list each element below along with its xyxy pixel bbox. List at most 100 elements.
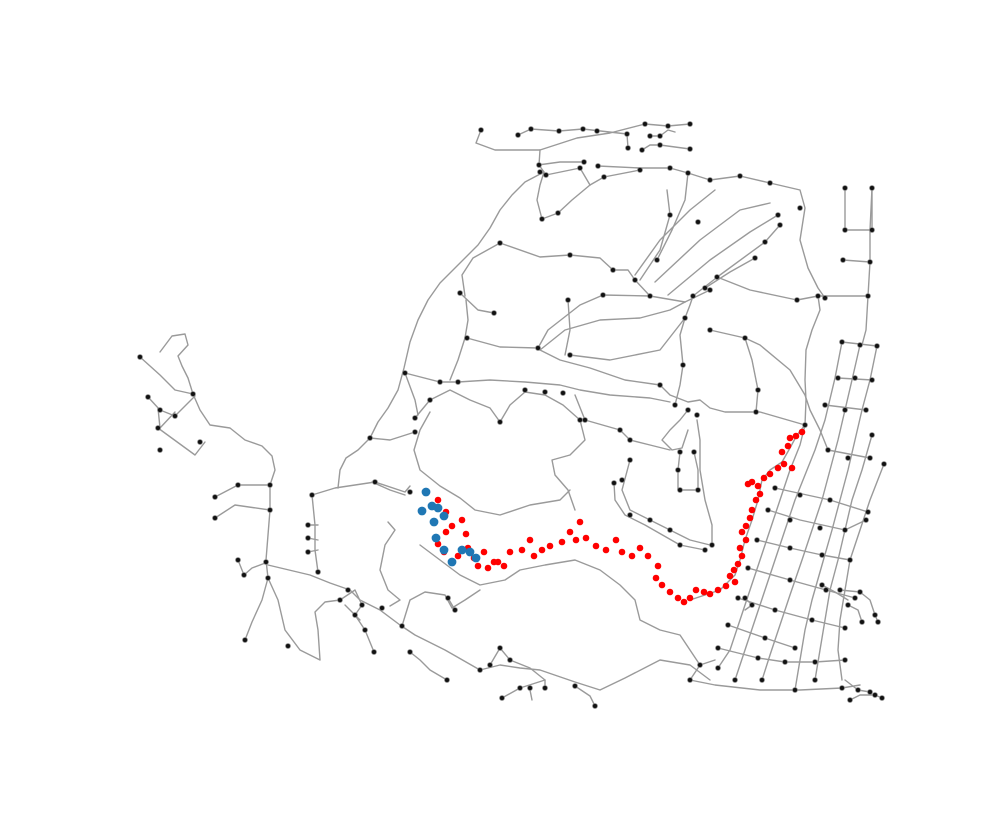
road-edge (404, 372, 419, 416)
road-edge (814, 434, 873, 681)
route-point-main (686, 594, 694, 602)
network-node (823, 587, 829, 593)
road-edge (409, 651, 448, 681)
road-edge (344, 604, 361, 621)
network-node (709, 542, 715, 548)
network-node (775, 212, 781, 218)
network-node (819, 582, 825, 588)
network-node (675, 467, 681, 473)
network-node (285, 643, 291, 649)
route-point-main (674, 594, 682, 602)
network-node (407, 489, 413, 495)
network-node (464, 335, 470, 341)
network-node (567, 352, 573, 358)
road-edge (704, 257, 756, 289)
network-node (581, 159, 587, 165)
network-node (702, 285, 708, 291)
network-node (647, 517, 653, 523)
network-node (337, 597, 343, 603)
road-edge (709, 329, 829, 451)
network-node (677, 487, 683, 493)
road-edge (717, 647, 846, 663)
network-node (859, 619, 865, 625)
road-edge (837, 463, 885, 681)
network-node (637, 167, 643, 173)
network-node (412, 415, 418, 421)
route-point-main (558, 538, 566, 546)
network-node (707, 327, 713, 333)
route-point-main (692, 586, 700, 594)
route-point-main (612, 536, 620, 544)
network-node (627, 512, 633, 518)
network-node (515, 132, 521, 138)
route-point-main (506, 548, 514, 556)
network-node (452, 607, 458, 613)
route-point-main (458, 516, 466, 524)
route-point-main (766, 470, 774, 478)
network-node (802, 422, 808, 428)
network-node (691, 449, 697, 455)
network-node (627, 437, 633, 443)
network-node (627, 457, 633, 463)
network-node (842, 407, 848, 413)
road-edge (847, 604, 863, 623)
network-node (749, 602, 755, 608)
network-node (695, 487, 701, 493)
road-edge (794, 345, 878, 691)
network-node (847, 697, 853, 703)
network-node (362, 627, 368, 633)
road-edge (613, 482, 706, 551)
network-node (619, 477, 625, 483)
route-point-alt (429, 517, 439, 527)
network-node (842, 527, 848, 533)
road-edge (656, 172, 689, 261)
network-node (715, 645, 721, 651)
network-node (497, 240, 503, 246)
network-node (647, 133, 653, 139)
network-node (582, 417, 588, 423)
route-point-main (798, 428, 806, 436)
network-node (263, 559, 269, 565)
network-node (845, 455, 851, 461)
network-node (539, 216, 545, 222)
network-node (560, 390, 566, 396)
network-node (812, 677, 818, 683)
network-node (840, 257, 846, 263)
network-node (737, 173, 743, 179)
route-point-main (788, 464, 796, 472)
network-node (667, 527, 673, 533)
network-node (535, 345, 541, 351)
route-point-main (576, 518, 584, 526)
network-node (762, 635, 768, 641)
network-node (137, 354, 143, 360)
road-edge (267, 577, 341, 661)
road-edge (337, 171, 545, 489)
route-point-main (742, 522, 750, 530)
network-node (517, 685, 523, 691)
route-point-alt (433, 503, 443, 513)
network-node (235, 482, 241, 488)
network-node (865, 293, 871, 299)
network-node (687, 677, 693, 683)
network-node (639, 147, 645, 153)
road-edge (654, 202, 771, 283)
network-node (497, 645, 503, 651)
network-node (879, 695, 885, 701)
network-node (754, 537, 760, 543)
road-edge (684, 289, 711, 303)
network-node (815, 293, 821, 299)
network-node (872, 692, 878, 698)
road-edge (192, 393, 276, 579)
network-node (707, 177, 713, 183)
route-point-main (730, 566, 738, 574)
route-point-main (490, 558, 498, 566)
road-edge (744, 337, 759, 413)
network-node (827, 497, 833, 503)
network-node (863, 517, 869, 523)
route-point-main (780, 460, 788, 468)
network-node (172, 413, 178, 419)
network-node (839, 339, 845, 345)
network-node (372, 479, 378, 485)
network-node (543, 172, 549, 178)
road-edge (214, 484, 271, 498)
